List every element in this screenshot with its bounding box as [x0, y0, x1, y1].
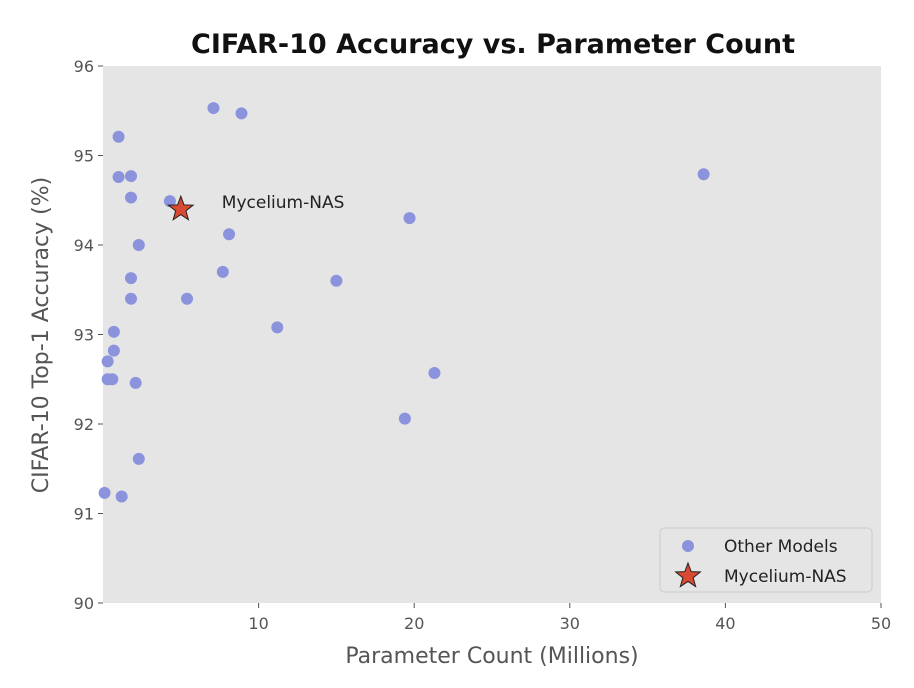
data-point	[98, 486, 111, 499]
y-tick-label: 96	[74, 57, 94, 76]
y-tick-label: 95	[74, 147, 94, 166]
data-point	[112, 170, 125, 183]
data-point	[107, 344, 120, 357]
data-point	[107, 325, 120, 338]
y-tick-label: 94	[74, 236, 94, 255]
data-point	[129, 376, 142, 389]
x-tick-label: 20	[404, 614, 424, 633]
data-point	[398, 412, 411, 425]
y-axis-label: CIFAR-10 Top-1 Accuracy (%)	[29, 177, 54, 493]
y-tick-label: 93	[74, 326, 94, 345]
data-point	[125, 272, 138, 285]
data-point	[112, 130, 125, 143]
legend-label: Mycelium-NAS	[724, 567, 847, 587]
data-point	[271, 321, 284, 334]
legend: Other Models Mycelium-NAS	[659, 527, 873, 593]
data-point	[125, 292, 138, 305]
highlight-point	[167, 194, 195, 221]
data-point	[132, 452, 145, 465]
plot-area	[103, 66, 881, 603]
x-tick-label: 10	[248, 614, 268, 633]
data-point	[125, 170, 138, 183]
data-point	[132, 239, 145, 251]
x-axis-ticks: 10 20 30 40 50	[248, 603, 891, 633]
data-point	[115, 490, 128, 503]
data-point	[697, 168, 710, 181]
data-point	[403, 212, 416, 225]
x-tick-label: 30	[560, 614, 580, 633]
data-point	[181, 292, 194, 305]
data-points	[98, 102, 710, 503]
y-tick-label: 91	[74, 505, 94, 524]
data-point	[125, 191, 138, 204]
data-point	[163, 195, 176, 208]
data-point	[428, 366, 441, 379]
data-point	[101, 355, 114, 368]
data-point	[223, 228, 236, 241]
data-point	[106, 373, 119, 386]
data-point	[216, 265, 229, 278]
legend-label: Other Models	[724, 537, 838, 557]
legend-marker	[682, 540, 694, 552]
annotation-label: Mycelium-NAS	[222, 193, 345, 213]
x-tick-label: 40	[715, 614, 735, 633]
y-tick-label: 90	[74, 594, 94, 613]
data-point	[330, 274, 343, 287]
chart-title: CIFAR-10 Accuracy vs. Parameter Count	[191, 29, 795, 60]
legend-marker	[674, 561, 702, 588]
y-axis-ticks: 90 91 92 93 94 95 96	[74, 57, 103, 613]
x-axis-label: Parameter Count (Millions)	[345, 644, 638, 669]
data-point	[235, 107, 248, 120]
x-tick-label: 50	[871, 614, 891, 633]
y-tick-label: 92	[74, 415, 94, 434]
data-point	[207, 102, 220, 115]
legend-box	[659, 527, 873, 593]
annotations: Mycelium-NAS	[222, 193, 345, 213]
